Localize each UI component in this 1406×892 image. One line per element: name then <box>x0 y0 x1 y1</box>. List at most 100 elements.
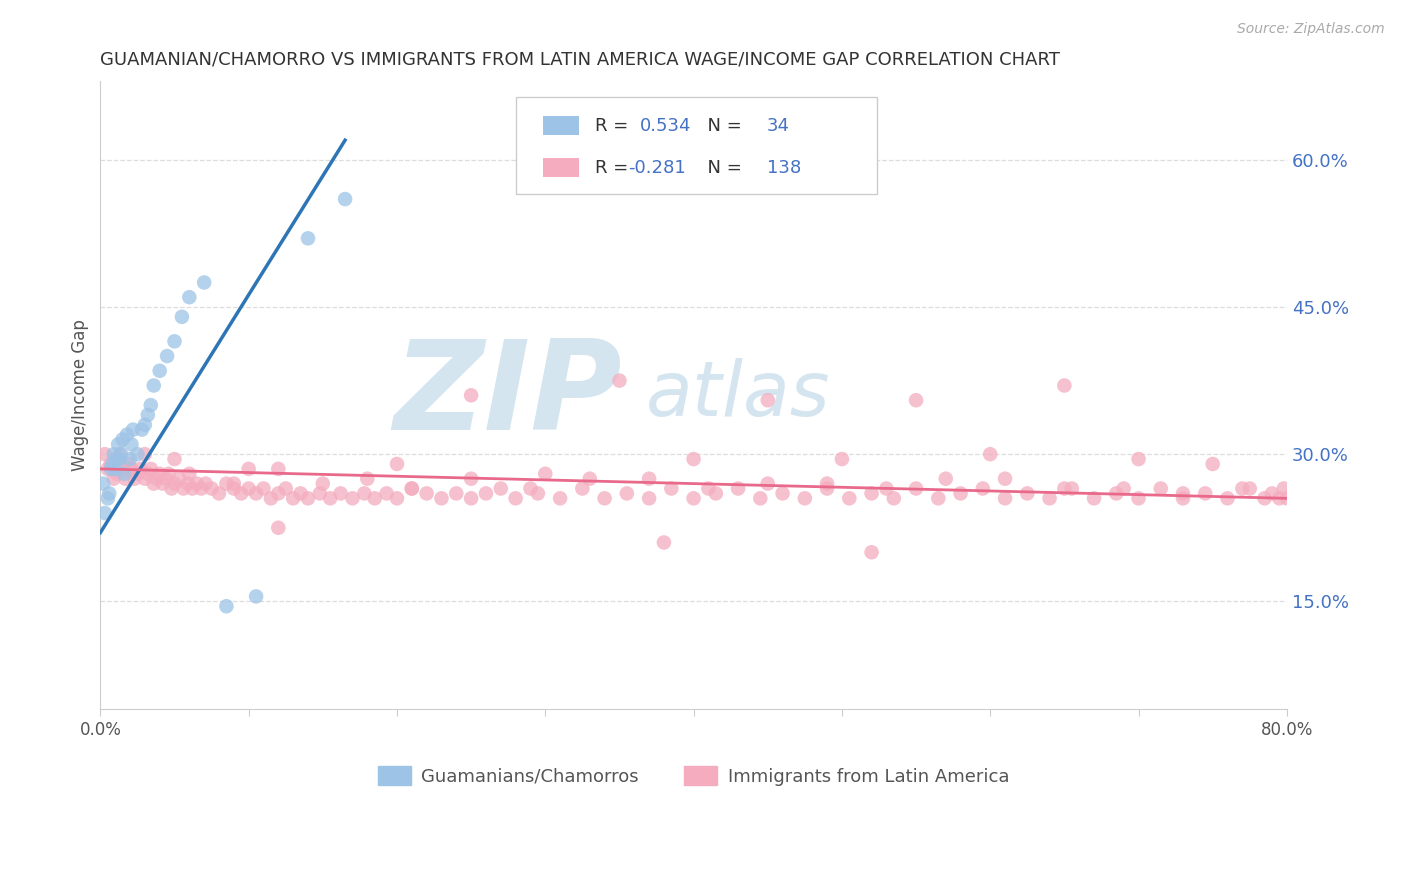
Point <box>860 486 883 500</box>
Legend: Guamanians/Chamorros, Immigrants from Latin America: Guamanians/Chamorros, Immigrants from La… <box>371 759 1017 793</box>
Point <box>401 482 423 496</box>
Point <box>415 486 437 500</box>
Point <box>222 482 245 496</box>
Point <box>297 491 319 506</box>
Point <box>883 491 905 506</box>
Point <box>638 491 661 506</box>
Point <box>905 393 928 408</box>
Point <box>972 482 994 496</box>
Point <box>1128 452 1150 467</box>
Point <box>727 482 749 496</box>
Point <box>122 423 145 437</box>
Point <box>94 447 117 461</box>
Point <box>160 482 183 496</box>
Point <box>215 476 238 491</box>
FancyBboxPatch shape <box>543 116 578 135</box>
Point <box>163 334 186 349</box>
Point <box>1272 482 1295 496</box>
Point <box>200 482 222 496</box>
Point <box>181 482 204 496</box>
Point <box>107 437 129 451</box>
Point <box>697 482 720 496</box>
Point <box>1253 491 1275 506</box>
Point <box>104 452 127 467</box>
Point <box>267 486 290 500</box>
Point <box>815 482 838 496</box>
Point <box>312 476 335 491</box>
Point <box>94 506 117 520</box>
Point <box>101 457 124 471</box>
Point <box>375 486 398 500</box>
Point <box>1112 482 1135 496</box>
FancyBboxPatch shape <box>516 97 877 194</box>
Point <box>167 472 190 486</box>
Point <box>1261 486 1284 500</box>
Point <box>1239 482 1261 496</box>
Text: atlas: atlas <box>647 359 831 433</box>
Text: ZIP: ZIP <box>394 334 623 456</box>
Point <box>460 491 482 506</box>
Point <box>638 472 661 486</box>
Point <box>124 472 146 486</box>
Point <box>1202 457 1225 471</box>
Point <box>215 599 238 614</box>
Point <box>260 491 283 506</box>
Point <box>979 447 1001 461</box>
Point <box>460 388 482 402</box>
Point <box>91 476 114 491</box>
Point <box>194 476 217 491</box>
Point <box>186 476 208 491</box>
Point <box>401 482 423 496</box>
Point <box>118 452 141 467</box>
Point <box>756 393 779 408</box>
Point <box>793 491 815 506</box>
Point <box>333 192 356 206</box>
Point <box>121 437 143 451</box>
Point <box>152 476 174 491</box>
Point <box>105 467 128 481</box>
Text: R =: R = <box>595 117 634 135</box>
Point <box>177 476 200 491</box>
Point <box>238 482 260 496</box>
Point <box>749 491 772 506</box>
Point <box>353 486 375 500</box>
Point <box>935 472 957 486</box>
Point <box>1232 482 1254 496</box>
Point <box>157 467 180 481</box>
Text: -0.281: -0.281 <box>628 159 686 177</box>
Point <box>609 374 631 388</box>
Point <box>1128 491 1150 506</box>
Point <box>949 486 972 500</box>
Point <box>110 447 132 461</box>
Point <box>905 482 928 496</box>
Point <box>121 462 143 476</box>
Point <box>105 452 128 467</box>
Point <box>163 452 186 467</box>
Point <box>1038 491 1060 506</box>
Y-axis label: Wage/Income Gap: Wage/Income Gap <box>72 319 89 471</box>
Point <box>475 486 498 500</box>
Point <box>111 462 134 476</box>
Point <box>104 462 127 476</box>
Text: N =: N = <box>696 117 748 135</box>
Point <box>385 457 408 471</box>
Point <box>170 310 193 324</box>
Text: GUAMANIAN/CHAMORRO VS IMMIGRANTS FROM LATIN AMERICA WAGE/INCOME GAP CORRELATION : GUAMANIAN/CHAMORRO VS IMMIGRANTS FROM LA… <box>100 51 1060 69</box>
Point <box>1268 491 1291 506</box>
Point <box>1017 486 1039 500</box>
Point <box>208 486 231 500</box>
Point <box>103 472 125 486</box>
Point <box>145 472 167 486</box>
Point <box>163 476 186 491</box>
Point <box>103 447 125 461</box>
Point <box>297 231 319 245</box>
Point <box>1194 486 1216 500</box>
Point <box>131 423 153 437</box>
Point <box>756 476 779 491</box>
Point <box>193 276 215 290</box>
Point <box>659 482 682 496</box>
Point <box>1275 491 1298 506</box>
Point <box>139 462 162 476</box>
Point <box>329 486 352 500</box>
Text: N =: N = <box>696 159 748 177</box>
